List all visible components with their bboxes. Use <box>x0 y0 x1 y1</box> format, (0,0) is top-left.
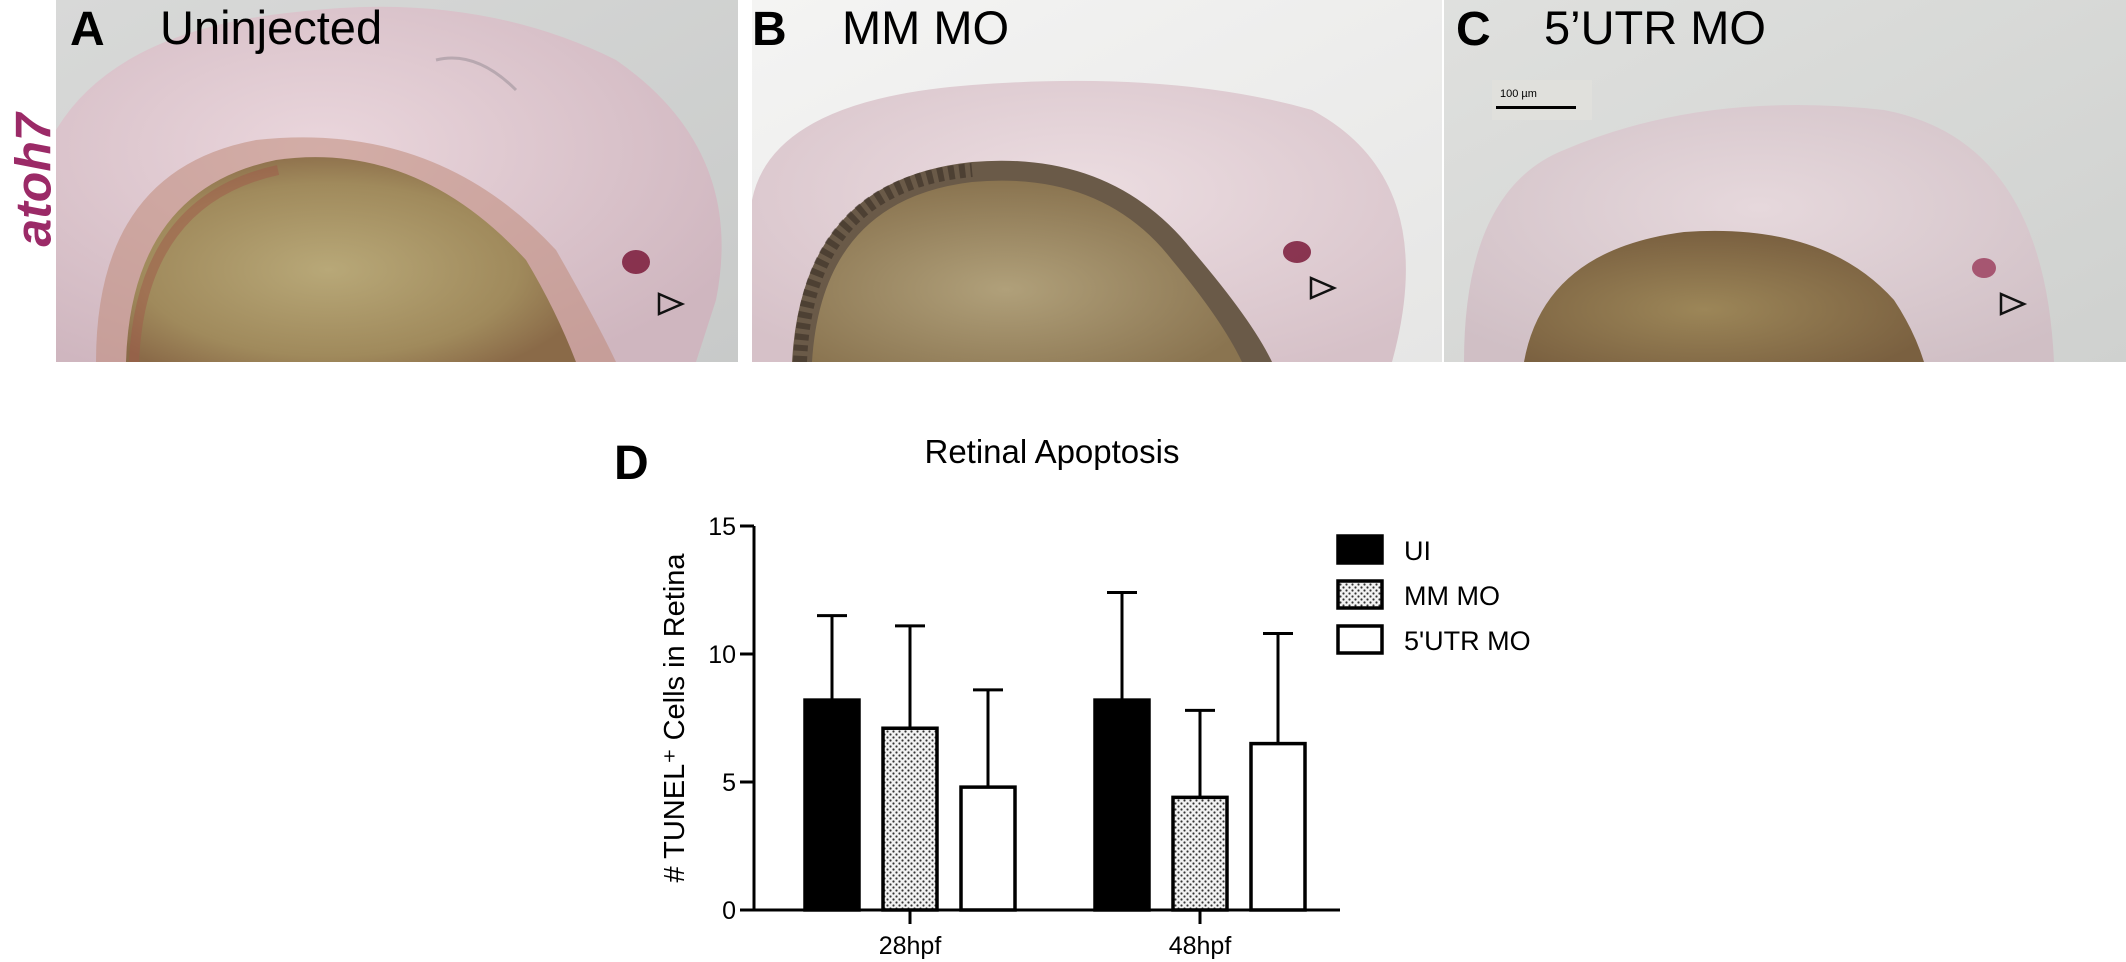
embryo-photo-a <box>56 0 738 362</box>
legend-swatch-0 <box>1336 534 1384 565</box>
panel-c: C 5’UTR MO 100 µm <box>1444 0 2126 362</box>
panel-c-letter: C <box>1456 3 1491 56</box>
embryo-photo-b <box>752 0 1442 362</box>
arrowhead-icon <box>657 292 686 316</box>
panel-a: A Uninjected <box>56 0 738 362</box>
bar-1-2 <box>1249 741 1307 912</box>
y-tick-label: 0 <box>722 897 736 925</box>
scale-bar-label: 100 µm <box>1500 88 1537 100</box>
chart-panel-letter: D <box>614 437 649 490</box>
gene-label-text: atoh7 <box>6 113 63 247</box>
y-tick-label: 15 <box>708 513 736 541</box>
bar-1-1 <box>1171 795 1229 912</box>
arrowhead-icon <box>1999 292 2028 316</box>
bar-chart: Retinal Apoptosis # TUNEL⁺ Cells in Retin… <box>659 433 1531 960</box>
x-tick-label: 28hpf <box>879 932 942 960</box>
panel-a-letter: A <box>70 3 105 56</box>
bar-0-1 <box>881 726 939 912</box>
legend-label-2: 5'UTR MO <box>1404 626 1531 656</box>
scale-bar: 100 µm <box>1492 80 1592 120</box>
panel-c-title: 5’UTR MO <box>1544 1 1766 54</box>
bar-1-0 <box>1093 698 1151 912</box>
bar-0-2 <box>959 785 1017 912</box>
legend-label-1: MM MO <box>1404 581 1500 611</box>
panel-b-letter: B <box>752 3 787 56</box>
bar-0-0 <box>803 698 861 912</box>
legend-label-0: UI <box>1404 536 1431 566</box>
y-axis-label: # TUNEL⁺ Cells in Retina <box>659 553 691 883</box>
y-tick-label: 10 <box>708 641 736 669</box>
x-tick-label: 48hpf <box>1169 932 1232 960</box>
legend-swatch-2 <box>1336 624 1384 655</box>
chart-title: Retinal Apoptosis <box>925 433 1180 470</box>
legend-swatch-1 <box>1336 579 1384 610</box>
panel-b: B MM MO <box>752 0 1442 362</box>
gene-label: atoh7 <box>4 100 64 260</box>
embryo-photo-c <box>1444 0 2126 362</box>
arrowhead-icon <box>1309 276 1338 300</box>
y-tick-label: 5 <box>722 769 736 797</box>
panel-b-title: MM MO <box>842 1 1010 54</box>
scale-bar-line <box>1496 106 1576 109</box>
panel-a-title: Uninjected <box>160 1 383 54</box>
